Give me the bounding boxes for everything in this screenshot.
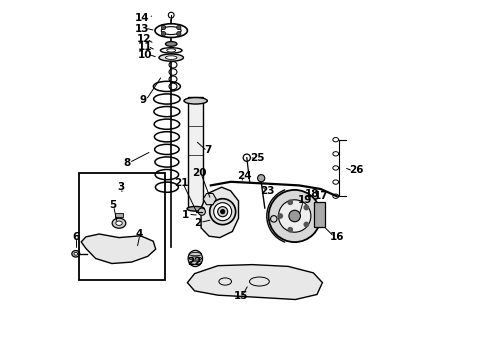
Text: 25: 25 [250, 153, 265, 163]
Text: 6: 6 [72, 232, 79, 242]
Text: 8: 8 [123, 158, 130, 168]
Ellipse shape [289, 210, 300, 222]
Polygon shape [201, 187, 239, 238]
Text: 15: 15 [234, 291, 248, 301]
Circle shape [288, 200, 293, 204]
Circle shape [177, 26, 181, 30]
Text: 9: 9 [140, 95, 147, 105]
Text: 22: 22 [187, 257, 201, 267]
Text: 14: 14 [135, 13, 150, 23]
Circle shape [258, 175, 265, 182]
Text: 17: 17 [314, 191, 329, 201]
Bar [315, 202, 325, 227]
Text: 4: 4 [135, 229, 143, 239]
Ellipse shape [72, 251, 80, 257]
Ellipse shape [116, 221, 122, 225]
Ellipse shape [278, 200, 311, 232]
Polygon shape [187, 265, 322, 300]
Text: 1: 1 [182, 210, 189, 220]
Ellipse shape [161, 27, 181, 35]
Text: 13: 13 [135, 24, 149, 34]
Text: 5: 5 [109, 200, 116, 210]
Text: 2: 2 [195, 218, 202, 228]
Text: 10: 10 [138, 50, 152, 60]
Text: 16: 16 [330, 232, 344, 242]
Ellipse shape [188, 251, 202, 266]
Text: 7: 7 [205, 145, 212, 156]
Polygon shape [81, 234, 156, 264]
Text: 18: 18 [304, 189, 319, 199]
Bar [189, 97, 203, 209]
Ellipse shape [187, 206, 204, 211]
Text: 23: 23 [260, 186, 274, 196]
Ellipse shape [210, 199, 236, 225]
Bar [79, 173, 165, 280]
Circle shape [161, 31, 166, 36]
Ellipse shape [220, 210, 225, 214]
Ellipse shape [214, 203, 232, 221]
Ellipse shape [218, 207, 228, 217]
Text: 26: 26 [348, 165, 363, 175]
Ellipse shape [160, 48, 182, 53]
Ellipse shape [167, 49, 176, 52]
Ellipse shape [269, 190, 321, 242]
Text: 20: 20 [192, 168, 206, 178]
Text: 11: 11 [138, 42, 152, 52]
Ellipse shape [159, 54, 183, 61]
Ellipse shape [155, 24, 187, 37]
Circle shape [304, 222, 309, 227]
Text: 3: 3 [117, 182, 124, 192]
Circle shape [161, 26, 166, 30]
Circle shape [278, 214, 282, 218]
Ellipse shape [184, 98, 207, 104]
Ellipse shape [112, 218, 126, 228]
Ellipse shape [74, 252, 77, 255]
Ellipse shape [166, 42, 177, 46]
Text: 12: 12 [137, 34, 151, 44]
Text: 21: 21 [173, 178, 188, 188]
Ellipse shape [166, 56, 177, 59]
Circle shape [288, 228, 293, 232]
Circle shape [177, 31, 181, 36]
Text: 19: 19 [297, 195, 312, 205]
Bar [116, 213, 122, 217]
Circle shape [304, 205, 309, 210]
Circle shape [198, 208, 205, 215]
Text: 24: 24 [237, 171, 251, 181]
